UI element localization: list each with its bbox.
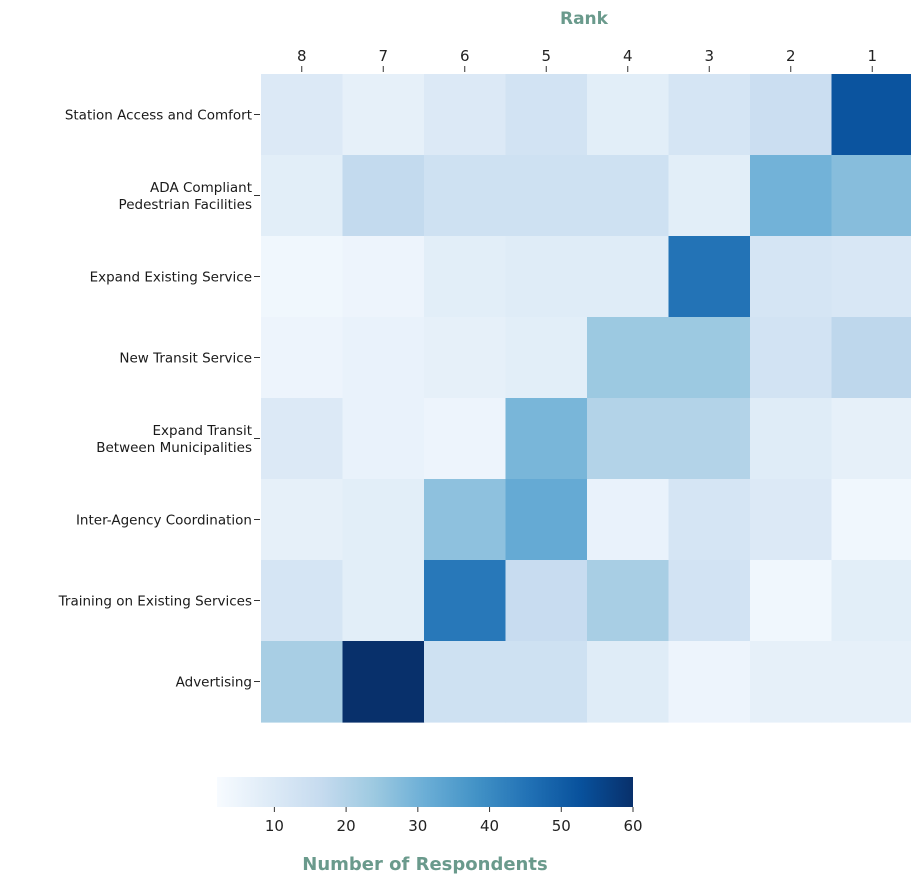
heatmap-cell <box>505 398 588 480</box>
heatmap-cell <box>424 155 507 237</box>
heatmap-cell <box>342 155 425 237</box>
heatmap-cell <box>750 317 833 399</box>
heatmap-cell <box>587 641 670 723</box>
heatmap-cell <box>342 479 425 561</box>
heatmap-cell <box>505 236 588 318</box>
heatmap-cell <box>587 317 670 399</box>
colorbar-tick-label: 60 <box>623 817 642 835</box>
colorbar-tick-label: 20 <box>337 817 356 835</box>
colorbar-title: Number of Respondents <box>302 854 547 875</box>
y-tick-label: New Transit Service <box>119 351 252 367</box>
heatmap-cell <box>750 641 833 723</box>
y-tick-label: Station Access and Comfort <box>65 108 252 124</box>
y-tick-label: ADA Compliant Pedestrian Facilities <box>119 180 252 213</box>
heatmap-cell <box>668 74 751 156</box>
heatmap-cell <box>831 236 911 318</box>
colorbar-tick-label: 40 <box>480 817 499 835</box>
heatmap-cell <box>587 74 670 156</box>
heatmap-cell <box>261 479 344 561</box>
y-tick-labels: Station Access and Comfort ADA Compliant P… <box>58 108 260 691</box>
heatmap-cell <box>668 479 751 561</box>
x-tick-label: 8 <box>297 47 307 65</box>
heatmap-cell <box>750 236 833 318</box>
y-tick-label: Expand Existing Service <box>90 270 252 286</box>
heatmap-cell <box>424 236 507 318</box>
heatmap-cell <box>424 560 507 642</box>
heatmap-cell <box>587 236 670 318</box>
heatmap-cell <box>750 398 833 480</box>
heatmap-cell <box>505 641 588 723</box>
heatmap-cells <box>261 74 911 723</box>
colorbar <box>217 777 633 807</box>
heatmap-cell <box>668 560 751 642</box>
heatmap-cell <box>505 560 588 642</box>
heatmap-cell <box>831 398 911 480</box>
x-tick-label: 6 <box>460 47 470 65</box>
heatmap-cell <box>587 479 670 561</box>
x-axis-title: Rank <box>560 9 609 29</box>
colorbar-tick-label: 10 <box>265 817 284 835</box>
x-tick-label: 2 <box>786 47 796 65</box>
x-tick-labels: 8 7 6 5 4 3 2 1 <box>297 47 877 72</box>
heatmap-cell <box>424 74 507 156</box>
heatmap-cell <box>750 560 833 642</box>
heatmap-cell <box>342 398 425 480</box>
heatmap-cell <box>261 155 344 237</box>
heatmap-cell <box>750 74 833 156</box>
heatmap-cell <box>668 317 751 399</box>
x-tick-label: 1 <box>867 47 877 65</box>
heatmap-cell <box>505 74 588 156</box>
heatmap-cell <box>261 398 344 480</box>
colorbar-tick-labels: 10 20 30 40 50 60 <box>265 807 643 835</box>
colorbar-tick-label: 30 <box>408 817 427 835</box>
heatmap-cell <box>261 236 344 318</box>
heatmap-cell <box>831 74 911 156</box>
heatmap-cell <box>261 317 344 399</box>
heatmap-cell <box>831 317 911 399</box>
heatmap-cell <box>261 641 344 723</box>
heatmap-cell <box>587 155 670 237</box>
heatmap-cell <box>587 398 670 480</box>
y-tick-label: Training on Existing Services <box>58 594 252 610</box>
heatmap-cell <box>668 236 751 318</box>
heatmap-cell <box>505 317 588 399</box>
heatmap-cell <box>424 398 507 480</box>
y-tick-label: Advertising <box>176 675 252 691</box>
heatmap-cell <box>668 641 751 723</box>
heatmap-cell <box>831 479 911 561</box>
heatmap-cell <box>505 155 588 237</box>
heatmap-cell <box>342 236 425 318</box>
heatmap-cell <box>424 479 507 561</box>
heatmap-cell <box>831 560 911 642</box>
heatmap-cell <box>587 560 670 642</box>
heatmap-cell <box>342 560 425 642</box>
x-tick-label: 3 <box>704 47 714 65</box>
heatmap-cell <box>750 155 833 237</box>
heatmap-cell <box>424 641 507 723</box>
heatmap-cell <box>668 398 751 480</box>
heatmap-cell <box>831 155 911 237</box>
colorbar-tick-label: 50 <box>552 817 571 835</box>
x-tick-label: 5 <box>541 47 551 65</box>
y-tick-label: Inter-Agency Coordination <box>76 513 252 529</box>
heatmap-cell <box>668 155 751 237</box>
x-tick-label: 4 <box>623 47 633 65</box>
heatmap-cell <box>342 641 425 723</box>
x-tick-label: 7 <box>378 47 388 65</box>
y-tick-label: Expand Transit Between Municipalities <box>96 423 252 456</box>
heatmap-cell <box>831 641 911 723</box>
heatmap-cell <box>261 560 344 642</box>
heatmap-cell <box>750 479 833 561</box>
heatmap-cell <box>342 74 425 156</box>
heatmap-cell <box>342 317 425 399</box>
heatmap-cell <box>505 479 588 561</box>
heatmap-cell <box>424 317 507 399</box>
heatmap-cell <box>261 74 344 156</box>
